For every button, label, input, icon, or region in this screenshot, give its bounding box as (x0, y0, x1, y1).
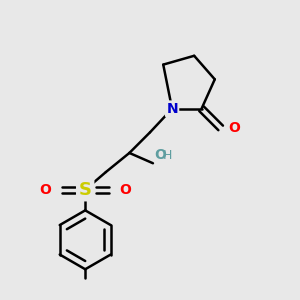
Text: N: N (166, 102, 178, 116)
Text: S: S (79, 181, 92, 199)
Text: H: H (162, 149, 172, 162)
Text: O: O (154, 148, 166, 162)
Text: O: O (119, 183, 131, 197)
Text: O: O (40, 183, 51, 197)
Text: O: O (228, 121, 240, 135)
